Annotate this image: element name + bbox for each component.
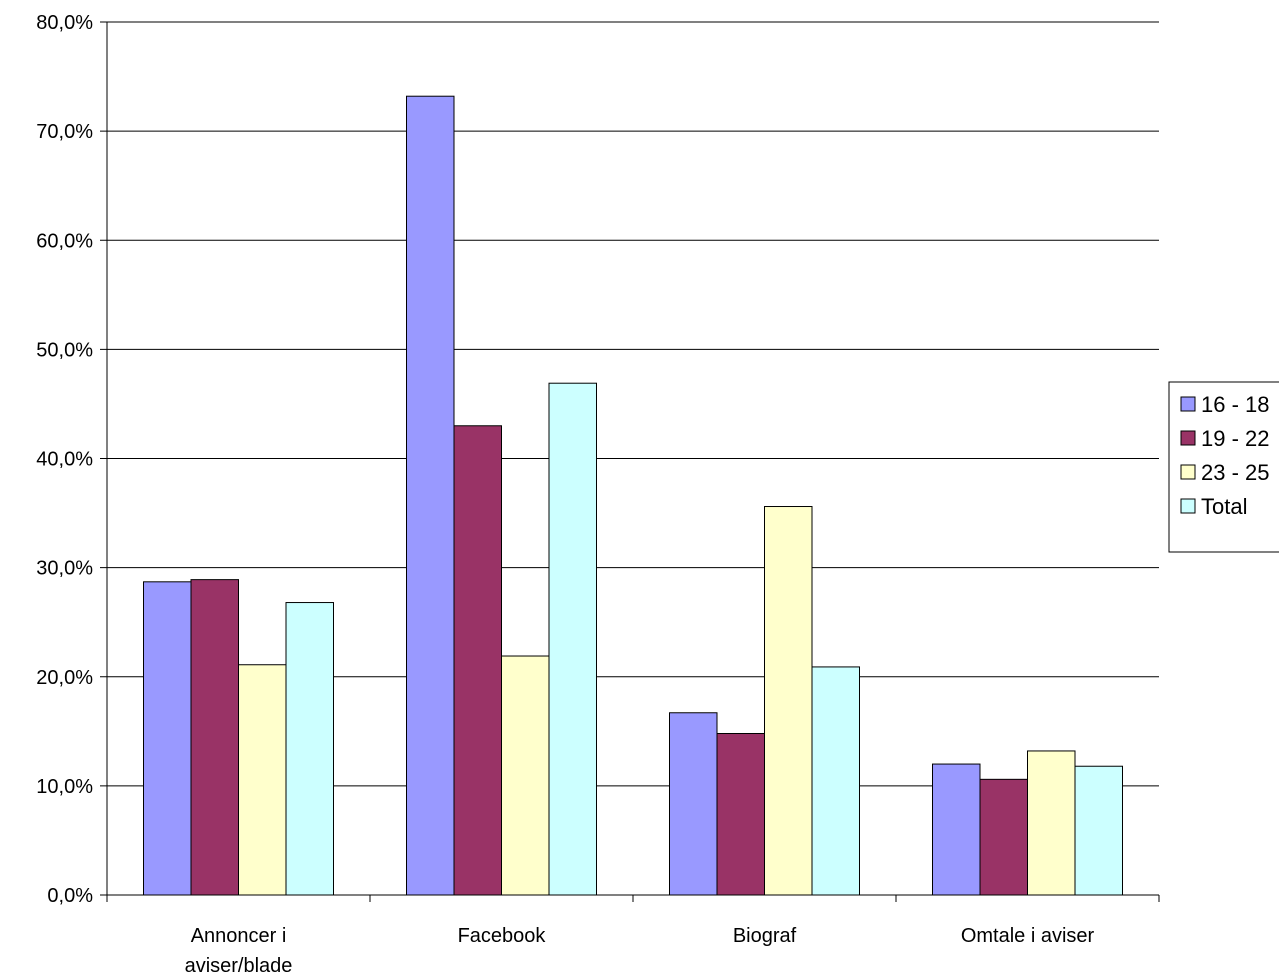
bar — [238, 664, 287, 896]
y-tick-label: 70,0% — [36, 121, 93, 143]
legend-label: 23 - 25 — [1201, 460, 1270, 485]
legend: 16 - 18 19 - 22 23 - 25 Total — [1168, 381, 1279, 553]
bar — [406, 95, 455, 896]
x-category-label: aviser/blade — [185, 955, 293, 974]
bar — [979, 778, 1028, 896]
y-tick-label: 20,0% — [36, 667, 93, 689]
bar — [811, 666, 860, 896]
bars — [143, 95, 1123, 896]
axes: 0,0% 10,0% 20,0% 30,0% 40,0% 50,0% 60,0% 70,0% 8… — [36, 12, 1160, 977]
bar — [764, 506, 813, 896]
legend-label: 16 - 18 — [1201, 392, 1270, 417]
y-tick-label: 80,0% — [36, 12, 93, 34]
bar — [548, 382, 597, 896]
bar — [669, 712, 718, 896]
legend-label: Total — [1201, 494, 1247, 519]
bar — [501, 655, 550, 896]
bar — [285, 602, 334, 896]
x-category-label: Facebook — [458, 925, 547, 947]
legend-swatch — [1180, 498, 1196, 514]
bar — [1074, 765, 1123, 896]
bar — [932, 763, 981, 896]
bar — [1027, 750, 1076, 896]
x-category-label: Omtale i aviser — [961, 925, 1095, 947]
y-tick-label: 0,0% — [47, 885, 93, 907]
legend-label: 19 - 22 — [1201, 426, 1270, 451]
x-category-label: Biograf — [733, 925, 797, 947]
bar — [190, 579, 239, 896]
y-tick-label: 50,0% — [36, 339, 93, 361]
legend-swatch — [1180, 396, 1196, 412]
y-tick-label: 10,0% — [36, 776, 93, 798]
bar — [143, 581, 192, 896]
legend-swatch — [1180, 464, 1196, 480]
y-tick-label: 40,0% — [36, 449, 93, 471]
legend-swatch — [1180, 430, 1196, 446]
bar — [453, 425, 502, 896]
y-tick-label: 30,0% — [36, 558, 93, 580]
y-tick-label: 60,0% — [36, 230, 93, 252]
bar — [716, 732, 765, 896]
x-category-label: Annoncer i — [191, 925, 287, 947]
